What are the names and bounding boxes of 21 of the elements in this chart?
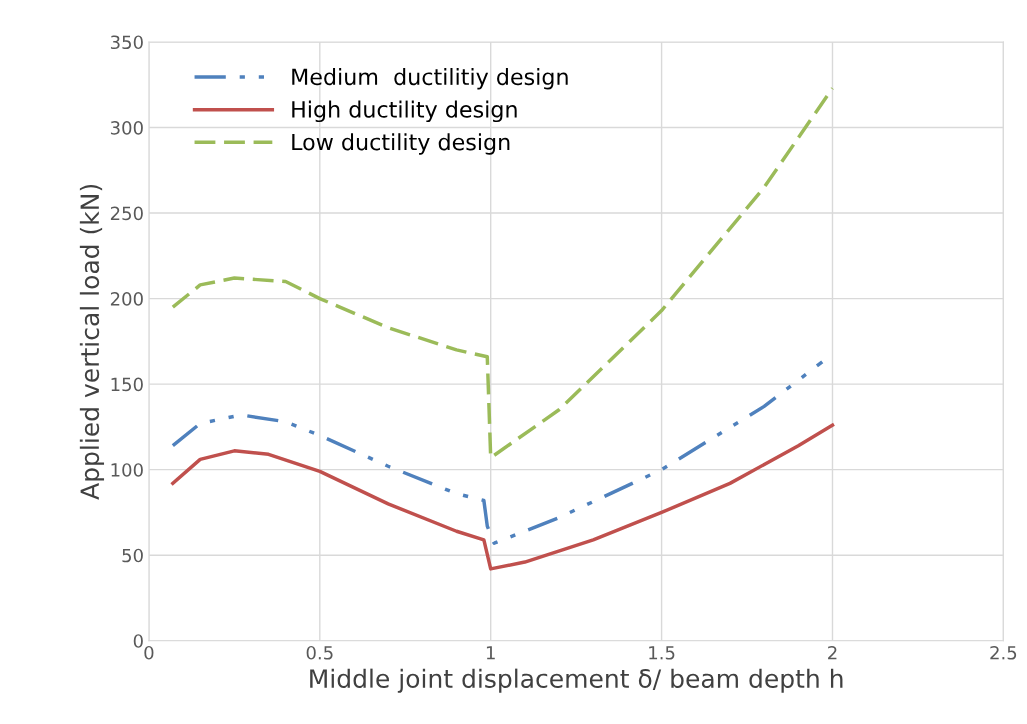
y-tick-label: 150 — [111, 377, 143, 392]
legend-label: Low ductility design — [292, 133, 510, 155]
y-axis-title: Applied vertical load (kN) — [79, 184, 105, 500]
y-tick-label: 350 — [110, 35, 143, 50]
legend-label: Medium ductilitiy design — [292, 67, 568, 90]
y-tick-label: 250 — [110, 206, 143, 221]
line-series — [171, 360, 824, 545]
x-tick-label: 2 — [828, 645, 837, 660]
x-tick-label: 0 — [144, 645, 154, 660]
y-tick-label: 0 — [133, 634, 143, 648]
x-axis-title: Middle joint displacement δ/ beam depth h — [310, 668, 843, 693]
y-tick-label: 300 — [110, 120, 143, 135]
x-tick-label: 0.5 — [306, 645, 333, 660]
legend-label: High ductility design — [292, 100, 517, 123]
y-tick-label: 100 — [111, 463, 143, 477]
x-tick-label: 2.5 — [990, 645, 1017, 660]
x-tick-label: 1 — [486, 646, 495, 660]
y-tick-label: 50 — [122, 548, 143, 563]
y-tick-label: 200 — [110, 292, 143, 306]
line-series — [171, 423, 835, 571]
x-tick-label: 1.5 — [649, 646, 675, 660]
